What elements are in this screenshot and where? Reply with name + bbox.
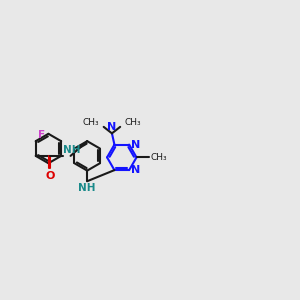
Text: F: F — [38, 130, 45, 140]
Text: NH: NH — [78, 183, 96, 193]
Text: N: N — [130, 140, 140, 150]
Text: N: N — [107, 122, 117, 132]
Text: CH₃: CH₃ — [83, 118, 100, 127]
Text: CH₃: CH₃ — [151, 153, 167, 162]
Text: N: N — [130, 165, 140, 175]
Text: O: O — [46, 171, 55, 181]
Text: NH: NH — [64, 145, 81, 155]
Text: CH₃: CH₃ — [124, 118, 141, 127]
